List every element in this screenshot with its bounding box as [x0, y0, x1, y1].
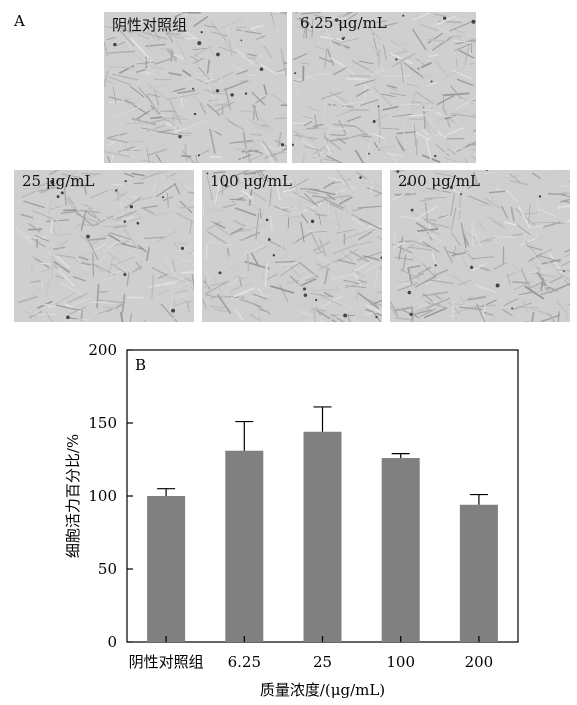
- y-tick-label: 50: [98, 560, 117, 578]
- x-axis-title: 质量浓度/(μg/mL): [260, 681, 385, 699]
- micrograph-25: 25 μg/mL: [14, 170, 194, 322]
- panel-a-letter: A: [14, 12, 25, 30]
- panel-b-letter: B: [135, 356, 146, 374]
- cell-texture: [202, 170, 382, 322]
- cell-texture: [292, 12, 476, 163]
- cell-texture: [15, 170, 194, 322]
- x-tick-label: 200: [465, 653, 494, 671]
- micrograph-label: 100 μg/mL: [210, 172, 292, 190]
- y-tick-label: 100: [88, 487, 117, 505]
- y-tick-label: 0: [107, 633, 117, 651]
- x-tick-label: 25: [313, 653, 332, 671]
- y-tick-label: 150: [88, 414, 117, 432]
- x-tick-label: 6.25: [228, 653, 261, 671]
- cell-texture: [390, 170, 570, 322]
- bar: [303, 431, 342, 642]
- bar-chart: 0 50 100 150 200 阴性对照组 6.25 25 100 200 B 质量浓度/(μg/m…: [64, 341, 519, 699]
- micrograph-label: 6.25 μg/mL: [300, 14, 387, 32]
- micrograph-100: 100 μg/mL: [202, 170, 382, 322]
- cell-texture: [104, 12, 287, 163]
- x-tick-label: 阴性对照组: [129, 653, 204, 671]
- micrograph-negative-control: 阴性对照组: [104, 12, 287, 163]
- bar: [147, 496, 186, 642]
- x-tick-label: 100: [386, 653, 415, 671]
- y-tick-label: 200: [88, 341, 117, 359]
- micrograph-200: 200 μg/mL: [390, 170, 570, 322]
- micrograph-label: 200 μg/mL: [398, 172, 480, 190]
- micrograph-6-25: 6.25 μg/mL: [292, 12, 476, 163]
- bar: [225, 450, 264, 642]
- bar: [459, 504, 498, 642]
- bar: [381, 458, 420, 642]
- micrograph-label: 25 μg/mL: [22, 172, 95, 190]
- y-axis-title: 细胞活力百分比/%: [64, 434, 82, 558]
- micrograph-label: 阴性对照组: [112, 16, 188, 34]
